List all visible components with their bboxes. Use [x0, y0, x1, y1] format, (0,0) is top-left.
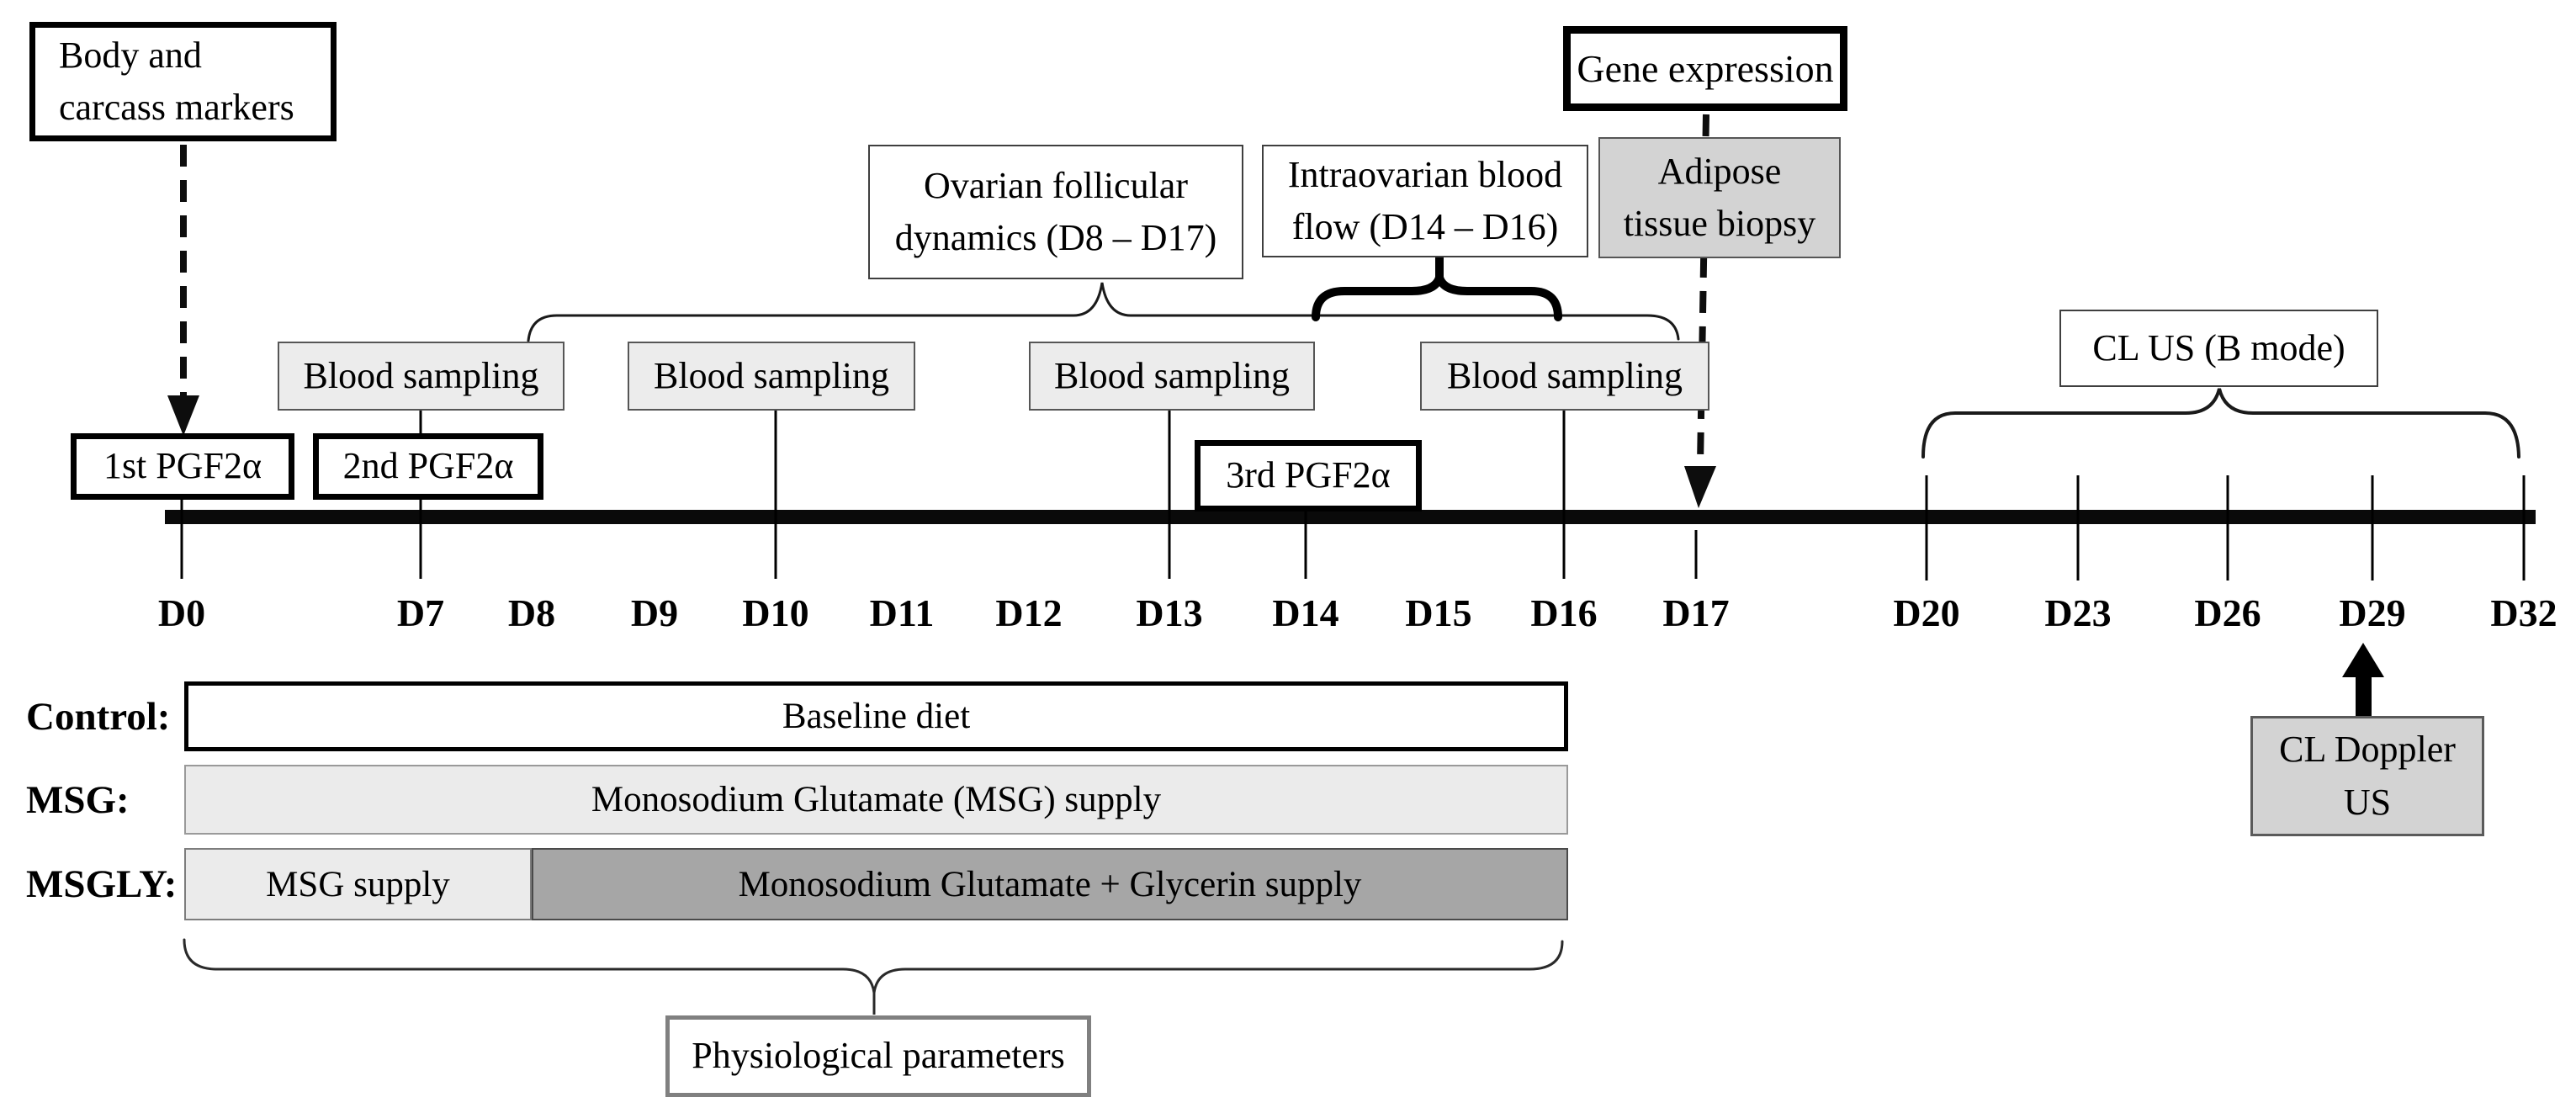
box-label: CL US (B mode)	[2092, 326, 2345, 368]
brace-curve	[183, 938, 1564, 994]
ovarian-dynamics-box: Ovarian follicular dynamics (D8 – D17)	[868, 145, 1243, 279]
cl-us-brace	[1921, 388, 2520, 459]
day-label-D32: D32	[2490, 591, 2557, 634]
msg-supply-bar: Monosodium Glutamate (MSG) supply	[184, 765, 1568, 835]
arrowhead-up-icon	[2342, 643, 2384, 677]
gene-expression-box: Gene expression	[1563, 26, 1847, 111]
day-label-D14: D14	[1272, 591, 1339, 634]
bar-label: MSG supply	[266, 864, 450, 904]
box-label-line: Ovarian follicular	[924, 164, 1188, 206]
blood-sampling-box-4: Blood sampling	[1420, 342, 1709, 411]
arrow-shaft	[2356, 675, 2372, 716]
box-label-line: Adipose	[1657, 150, 1782, 192]
pgf2a-2nd-box: 2nd PGF2α	[313, 433, 543, 500]
day-label-D8: D8	[507, 591, 556, 634]
msgly-msg-supply-segment: MSG supply	[184, 848, 532, 920]
day-label-D26: D26	[2194, 591, 2261, 634]
blood-sampling-box-2: Blood sampling	[628, 342, 915, 411]
day-label-D16: D16	[1530, 591, 1598, 634]
day-label-D0: D0	[157, 591, 206, 634]
day-label-D29: D29	[2339, 591, 2406, 634]
box-label: 2nd PGF2α	[342, 445, 514, 487]
day-label-D20: D20	[1893, 591, 1960, 634]
box-label-line: CL Doppler	[2279, 729, 2456, 771]
day-label-D13: D13	[1136, 591, 1203, 634]
brace-curve	[1312, 263, 1562, 321]
box-label: Blood sampling	[303, 354, 539, 396]
day-label-D17: D17	[1662, 591, 1730, 634]
timeline-bar	[165, 510, 2536, 524]
control-baseline-diet-bar: Baseline diet	[184, 681, 1568, 751]
box-label-line: Intraovarian blood	[1287, 153, 1563, 195]
arrowhead-down-icon	[1684, 466, 1716, 508]
day-label-D15: D15	[1405, 591, 1472, 634]
arrowhead-down-icon	[167, 395, 199, 436]
day-label-D7: D7	[396, 591, 445, 634]
day-label-D10: D10	[742, 591, 809, 634]
blood-sampling-box-1: Blood sampling	[278, 342, 564, 411]
box-label-line: dynamics (D8 – D17)	[894, 217, 1217, 258]
physiological-parameters-box: Physiological parameters	[665, 1015, 1091, 1097]
box-label-line: US	[2343, 781, 2392, 823]
box-label: 1st PGF2α	[103, 445, 262, 487]
intraovarian-flow-box: Intraovarian blood flow (D14 – D16)	[1262, 145, 1588, 257]
diet-row-label-msg: MSG:	[26, 777, 130, 822]
diet-row-label-msgly: MSGLY:	[26, 862, 178, 906]
physiological-parameters-brace	[183, 938, 1564, 1015]
msgly-glycerin-supply-segment: Monosodium Glutamate + Glycerin supply	[532, 848, 1568, 920]
blood-sampling-box-3: Blood sampling	[1029, 342, 1315, 411]
box-label: Blood sampling	[654, 354, 889, 396]
box-label: Blood sampling	[1447, 354, 1683, 396]
body-carcass-markers-box: Body and carcass markers	[29, 22, 337, 141]
cl-doppler-us-box: CL Doppler US	[2250, 716, 2484, 836]
box-label-line: Body and	[59, 34, 202, 76]
cl-doppler-up-arrow	[2342, 643, 2384, 716]
box-label-line: flow (D14 – D16)	[1291, 206, 1559, 247]
box-label-line: tissue biopsy	[1623, 203, 1816, 244]
box-label: 3rd PGF2α	[1226, 454, 1391, 496]
ovarian-dynamics-brace	[527, 282, 1680, 342]
day-label-D23: D23	[2044, 591, 2112, 634]
pgf2a-3rd-box: 3rd PGF2α	[1195, 440, 1422, 512]
box-label: Physiological parameters	[692, 1035, 1065, 1077]
cl-us-b-mode-box: CL US (B mode)	[2059, 310, 2378, 387]
body-carcass-dashed-arrow	[167, 145, 199, 436]
bar-label: Baseline diet	[782, 697, 971, 736]
adipose-tissue-biopsy-box: Adipose tissue biopsy	[1598, 137, 1841, 258]
day-label-D9: D9	[630, 591, 679, 634]
day-label-D11: D11	[869, 591, 935, 634]
box-label-line: carcass markers	[59, 87, 294, 128]
box-label: Gene expression	[1577, 46, 1834, 90]
pgf2a-1st-box: 1st PGF2α	[71, 433, 294, 500]
intraovarian-flow-brace	[1312, 257, 1562, 321]
diet-row-label-control: Control:	[26, 694, 171, 739]
day-label-D12: D12	[995, 591, 1063, 634]
bar-label: Monosodium Glutamate (MSG) supply	[591, 780, 1162, 819]
box-label: Blood sampling	[1054, 354, 1290, 396]
bar-label: Monosodium Glutamate + Glycerin supply	[738, 864, 1362, 904]
